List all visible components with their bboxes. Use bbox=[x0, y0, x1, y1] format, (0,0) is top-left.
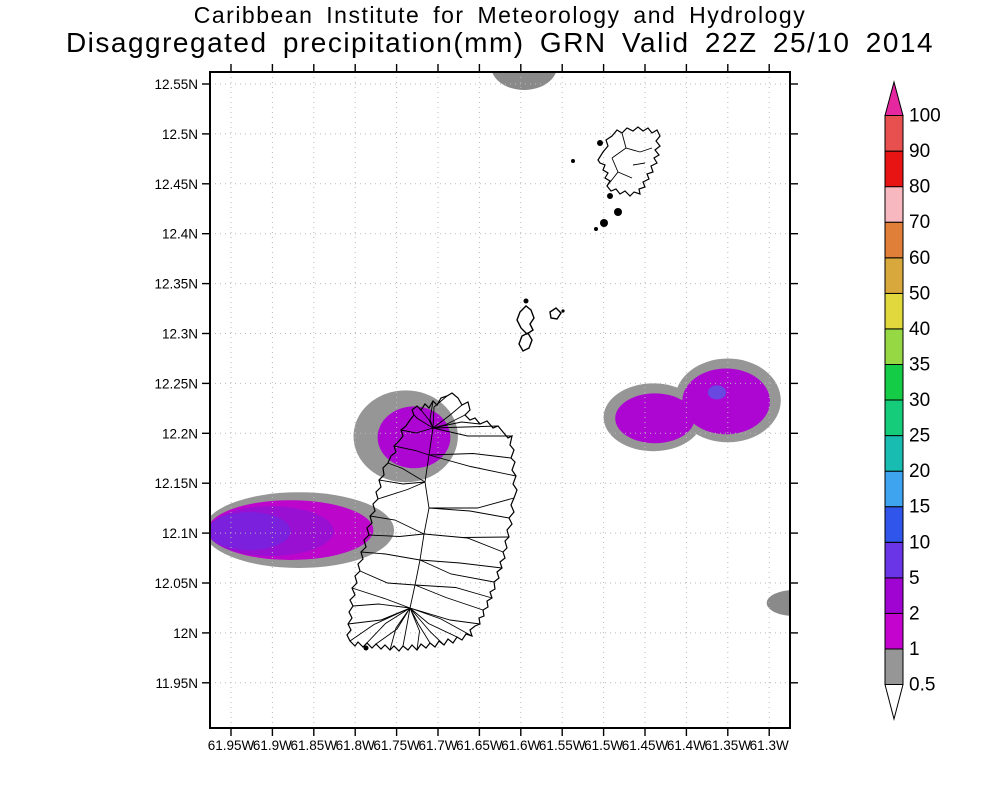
colorbar-level-label: 15 bbox=[909, 497, 930, 518]
x-tick-label: 61.55W bbox=[539, 738, 586, 753]
x-tick-label: 61.45W bbox=[622, 738, 669, 753]
small-islets bbox=[363, 140, 622, 651]
y-tick-label: 12.4N bbox=[162, 227, 198, 242]
grenada-outline bbox=[346, 392, 518, 652]
x-tick-label: 61.4W bbox=[667, 738, 706, 753]
y-tick-label: 12.35N bbox=[154, 277, 198, 292]
precip-region-northwest-grenada-tip bbox=[353, 390, 458, 483]
x-tick-label: 61.75W bbox=[373, 738, 420, 753]
colorbar-level-label: 25 bbox=[909, 426, 930, 447]
colorbar-over-arrow bbox=[884, 80, 904, 116]
y-tick-label: 12.05N bbox=[154, 576, 198, 591]
colorbar-level-label: 40 bbox=[909, 319, 930, 340]
colorbar-level-label: 35 bbox=[909, 354, 930, 375]
x-tick-label: 61.35W bbox=[705, 738, 752, 753]
y-tick-label: 12N bbox=[173, 626, 198, 641]
colorbar-level-label: 20 bbox=[909, 461, 930, 482]
y-tick-label: 12.25N bbox=[154, 376, 198, 391]
x-tick-label: 61.9W bbox=[253, 738, 292, 753]
y-tick-label: 12.45N bbox=[154, 177, 198, 192]
precip-region-west-of-grenada bbox=[210, 492, 395, 568]
grenada-watershed-boundaries bbox=[347, 395, 517, 651]
x-tick-label: 61.95W bbox=[208, 738, 255, 753]
colorbar-level-label: 0.5 bbox=[909, 675, 935, 696]
y-tick-label: 11.95N bbox=[155, 676, 198, 691]
x-tick-label: 61.85W bbox=[291, 738, 338, 753]
colorbar-level-label: 100 bbox=[909, 106, 941, 127]
y-tick-label: 12.3N bbox=[162, 327, 198, 342]
x-tick-label: 61.5W bbox=[584, 738, 623, 753]
colorbar-level-label: 90 bbox=[909, 141, 930, 162]
precip-region-north-edge-trace bbox=[492, 72, 557, 90]
x-tick-label: 61.7W bbox=[418, 738, 457, 753]
colorbar-level-label: 1 bbox=[909, 639, 920, 660]
colorbar-level-label: 5 bbox=[909, 568, 920, 589]
y-tick-label: 12.5N bbox=[162, 127, 198, 142]
colorbar bbox=[884, 80, 904, 721]
colorbar-level-label: 50 bbox=[909, 283, 930, 304]
figure-title: Caribbean Institute for Meteorology and … bbox=[193, 2, 807, 28]
colorbar-level-label: 80 bbox=[909, 177, 930, 198]
colorbar-level-label: 2 bbox=[909, 603, 920, 624]
precip-region-east-of-grenada bbox=[603, 358, 781, 452]
colorbar-level-label: 60 bbox=[909, 248, 930, 269]
colorbar-level-label: 70 bbox=[909, 212, 930, 233]
colorbar-level-label: 10 bbox=[909, 532, 930, 553]
axis-ticks bbox=[202, 64, 798, 736]
y-tick-label: 12.1N bbox=[162, 526, 198, 541]
y-axis-tick-labels: 12.55N 12.5N 12.45N 12.4N 12.35N 12.3N 12.25N 1… bbox=[154, 77, 198, 691]
x-tick-label: 61.8W bbox=[336, 738, 375, 753]
colorbar-under-arrow bbox=[884, 684, 904, 721]
carriacou-internal-boundaries bbox=[606, 132, 653, 187]
x-tick-label: 61.65W bbox=[456, 738, 503, 753]
colorbar-level-label: 30 bbox=[909, 390, 930, 411]
precip-shaded-regions bbox=[210, 72, 790, 616]
figure-titles: Caribbean Institute for Meteorology and … bbox=[0, 2, 1000, 58]
x-tick-label: 61.6W bbox=[501, 738, 540, 753]
x-tick-label: 61.3W bbox=[750, 738, 789, 753]
x-axis-tick-labels: 61.95W61.9W61.85W61.8W61.75W61.7W61.65W6… bbox=[208, 738, 789, 753]
y-tick-label: 12.2N bbox=[162, 426, 198, 441]
y-tick-label: 12.15N bbox=[154, 476, 198, 491]
y-tick-label: 12.55N bbox=[154, 77, 198, 92]
figure-subtitle: Disaggregated precipitation(mm) GRN Vali… bbox=[65, 27, 935, 58]
precip-region-east-edge-trace bbox=[766, 590, 790, 616]
graticule-gridlines bbox=[210, 72, 790, 728]
carriacou-outline bbox=[597, 126, 661, 197]
plot-frame bbox=[209, 71, 791, 729]
